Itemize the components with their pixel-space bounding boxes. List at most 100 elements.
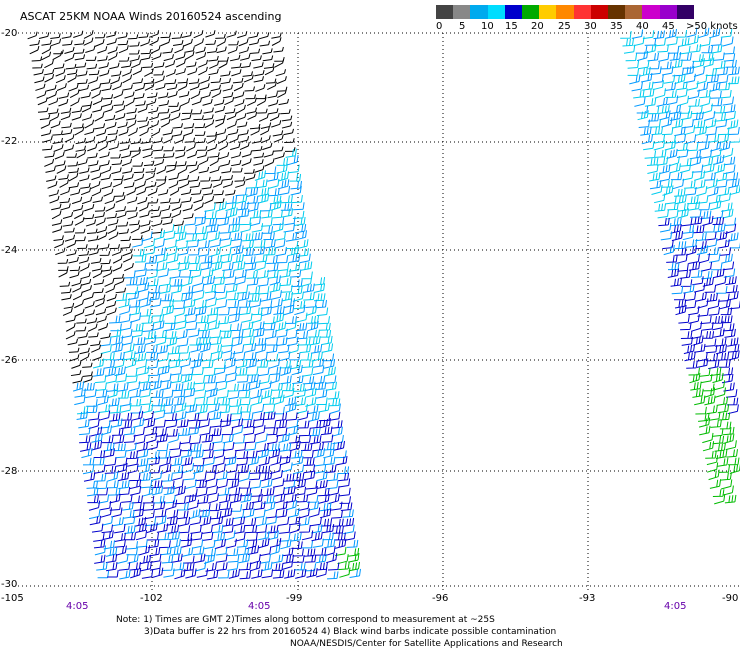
wind-barb bbox=[339, 487, 351, 497]
lon-label-90: -90 bbox=[722, 593, 739, 604]
wind-barb bbox=[249, 465, 261, 474]
wind-barb bbox=[106, 307, 117, 316]
wind-barb bbox=[104, 114, 116, 122]
wind-barb bbox=[251, 137, 263, 144]
wind-barb bbox=[200, 352, 213, 362]
wind-barb bbox=[40, 120, 51, 129]
wind-barb bbox=[308, 428, 321, 437]
wind-barb bbox=[175, 314, 187, 324]
wind-barb bbox=[329, 411, 341, 421]
wind-barb bbox=[149, 206, 160, 212]
wind-barb bbox=[251, 307, 263, 316]
wind-barb bbox=[689, 209, 702, 218]
wind-barb bbox=[194, 390, 207, 399]
wind-barb bbox=[228, 313, 240, 324]
wind-barb bbox=[87, 235, 99, 242]
wind-barb bbox=[126, 277, 138, 286]
wind-barb bbox=[124, 525, 136, 535]
wind-barb bbox=[121, 61, 132, 69]
wind-barb bbox=[702, 331, 715, 339]
wind-barb bbox=[264, 411, 276, 421]
wind-barb bbox=[61, 288, 72, 294]
wind-barb bbox=[211, 434, 224, 444]
wind-barb bbox=[105, 203, 116, 212]
wind-barb bbox=[42, 145, 53, 151]
wind-barb bbox=[241, 412, 254, 421]
wind-barb bbox=[322, 524, 335, 534]
wind-barb bbox=[170, 546, 182, 556]
wind-barb bbox=[80, 187, 92, 196]
colorbar-segment bbox=[659, 5, 678, 19]
wind-barb bbox=[173, 301, 186, 310]
wind-barb bbox=[193, 115, 204, 121]
wind-barb bbox=[105, 300, 117, 309]
wind-barb bbox=[165, 69, 176, 77]
wind-barb bbox=[231, 418, 244, 429]
wind-barb bbox=[281, 195, 293, 204]
wind-barb bbox=[131, 328, 144, 338]
wind-barb bbox=[160, 546, 172, 556]
wind-barb bbox=[663, 244, 675, 256]
wind-barb bbox=[233, 516, 246, 527]
wind-barb bbox=[96, 226, 108, 234]
wind-barb bbox=[129, 146, 141, 152]
wind-barb bbox=[70, 370, 82, 377]
wind-barb bbox=[245, 525, 258, 534]
wind-barb bbox=[245, 173, 256, 181]
wind-barb bbox=[284, 138, 295, 144]
wind-barb bbox=[715, 118, 728, 128]
wind-barb bbox=[145, 335, 157, 345]
wind-barb bbox=[191, 531, 203, 541]
wind-barb bbox=[218, 397, 231, 406]
wind-barb bbox=[719, 360, 731, 368]
wind-barb bbox=[316, 567, 328, 578]
wind-barb bbox=[276, 158, 289, 166]
wind-barb bbox=[121, 158, 133, 167]
wind-barb bbox=[688, 201, 701, 211]
wind-barb bbox=[88, 70, 100, 76]
wind-barb bbox=[82, 375, 93, 383]
wind-barb bbox=[205, 297, 217, 308]
wind-barb bbox=[178, 174, 190, 182]
wind-barb bbox=[293, 202, 305, 211]
wind-barb bbox=[85, 45, 96, 53]
wind-barb bbox=[211, 261, 223, 272]
wind-barb bbox=[288, 253, 301, 263]
wind-barb bbox=[260, 126, 270, 136]
wind-barb bbox=[680, 322, 692, 331]
wind-barb bbox=[162, 305, 175, 316]
wind-barb bbox=[118, 128, 129, 136]
wind-barb bbox=[312, 365, 325, 376]
wind-barb bbox=[192, 283, 205, 294]
wind-barb bbox=[319, 330, 332, 338]
wind-barb bbox=[58, 266, 69, 271]
wind-barb bbox=[80, 182, 91, 189]
wind-barb bbox=[204, 119, 215, 129]
wind-barb bbox=[111, 343, 124, 353]
wind-barb bbox=[220, 324, 232, 332]
wind-barb bbox=[249, 216, 261, 227]
wind-barb bbox=[168, 102, 179, 107]
wind-barb bbox=[90, 440, 103, 451]
wind-barb bbox=[71, 106, 83, 114]
wind-barb bbox=[651, 126, 663, 136]
wind-barb bbox=[212, 179, 223, 188]
wind-barb bbox=[165, 499, 178, 510]
wind-barb bbox=[166, 165, 177, 173]
wind-barb bbox=[322, 532, 334, 541]
wind-barb bbox=[113, 358, 125, 369]
wind-barb bbox=[297, 239, 309, 249]
wind-barb bbox=[267, 172, 279, 182]
wind-barb bbox=[70, 97, 80, 107]
wind-barb bbox=[134, 173, 145, 182]
wind-barb bbox=[98, 142, 109, 152]
wind-barb bbox=[210, 77, 222, 84]
wind-barb bbox=[53, 144, 64, 152]
wind-barb bbox=[251, 223, 264, 233]
wind-barb bbox=[114, 539, 126, 548]
wind-barb bbox=[258, 374, 270, 385]
wind-barb bbox=[688, 314, 700, 324]
wind-barb bbox=[728, 350, 740, 361]
wind-barb bbox=[94, 464, 106, 474]
wind-barb bbox=[181, 372, 193, 384]
